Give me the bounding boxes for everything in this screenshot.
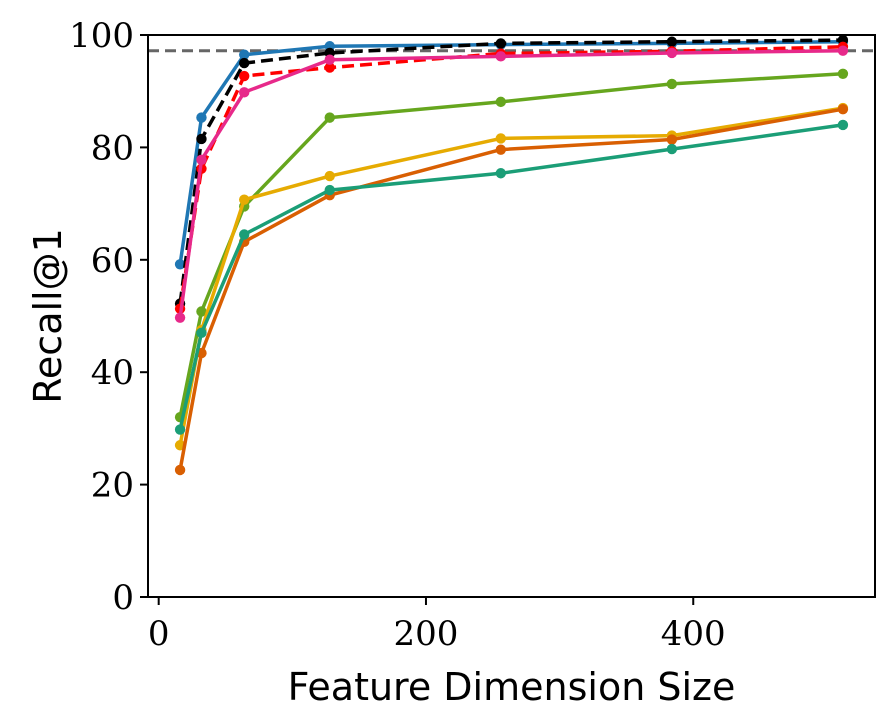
data-point (196, 112, 207, 123)
series-line (178, 48, 843, 318)
data-point (324, 54, 335, 65)
data-point (196, 133, 207, 145)
data-point (239, 87, 250, 98)
data-point (196, 327, 207, 339)
data-point (324, 184, 335, 196)
data-point (239, 229, 250, 240)
axis-ticks: 0 200 400 0 20 40 60 80 100 (69, 16, 726, 654)
data-point (666, 36, 678, 47)
y-tick-label: 60 (91, 241, 134, 281)
data-point (495, 133, 507, 144)
series-6 (174, 102, 849, 451)
data-point (239, 194, 250, 205)
data-point (495, 38, 507, 49)
data-point (495, 96, 507, 108)
data-point (324, 170, 335, 182)
data-point (495, 144, 507, 155)
data-point (324, 62, 335, 73)
data-point (495, 51, 507, 62)
x-tick-label: 0 (148, 614, 170, 654)
data-point (196, 306, 207, 317)
y-tick-label: 0 (112, 578, 134, 618)
data-point (174, 312, 186, 323)
data-point (666, 134, 678, 145)
data-point (837, 68, 849, 79)
y-tick-label: 20 (91, 466, 134, 506)
data-point (495, 168, 507, 179)
y-tick-label: 40 (91, 353, 134, 393)
series-layer (174, 34, 849, 476)
data-point (666, 143, 678, 155)
series-line (178, 107, 844, 471)
data-point (324, 112, 335, 123)
data-point (196, 154, 207, 165)
series-4 (174, 45, 849, 323)
plot-frame (147, 34, 876, 598)
data-point (239, 49, 250, 60)
data-point (174, 424, 186, 435)
data-point (837, 45, 849, 56)
y-tick-label: 80 (91, 128, 134, 168)
data-point (837, 119, 849, 131)
series-5 (174, 68, 849, 423)
data-point (666, 78, 678, 90)
data-point (666, 47, 678, 59)
data-point (174, 259, 186, 270)
series-3 (174, 41, 849, 314)
x-tick-label: 200 (394, 614, 459, 654)
data-point (174, 464, 186, 476)
series-8 (174, 119, 849, 435)
series-line (178, 45, 843, 309)
x-tick-label: 400 (661, 614, 726, 654)
data-point (239, 57, 250, 69)
data-point (239, 70, 250, 82)
series-line (178, 39, 843, 265)
y-tick-label: 100 (69, 16, 134, 56)
series-line (178, 106, 844, 446)
series-7 (174, 103, 849, 476)
data-point (837, 103, 849, 115)
y-axis-label: Recall@1 (26, 228, 70, 404)
x-axis-label: Feature Dimension Size (288, 665, 736, 709)
